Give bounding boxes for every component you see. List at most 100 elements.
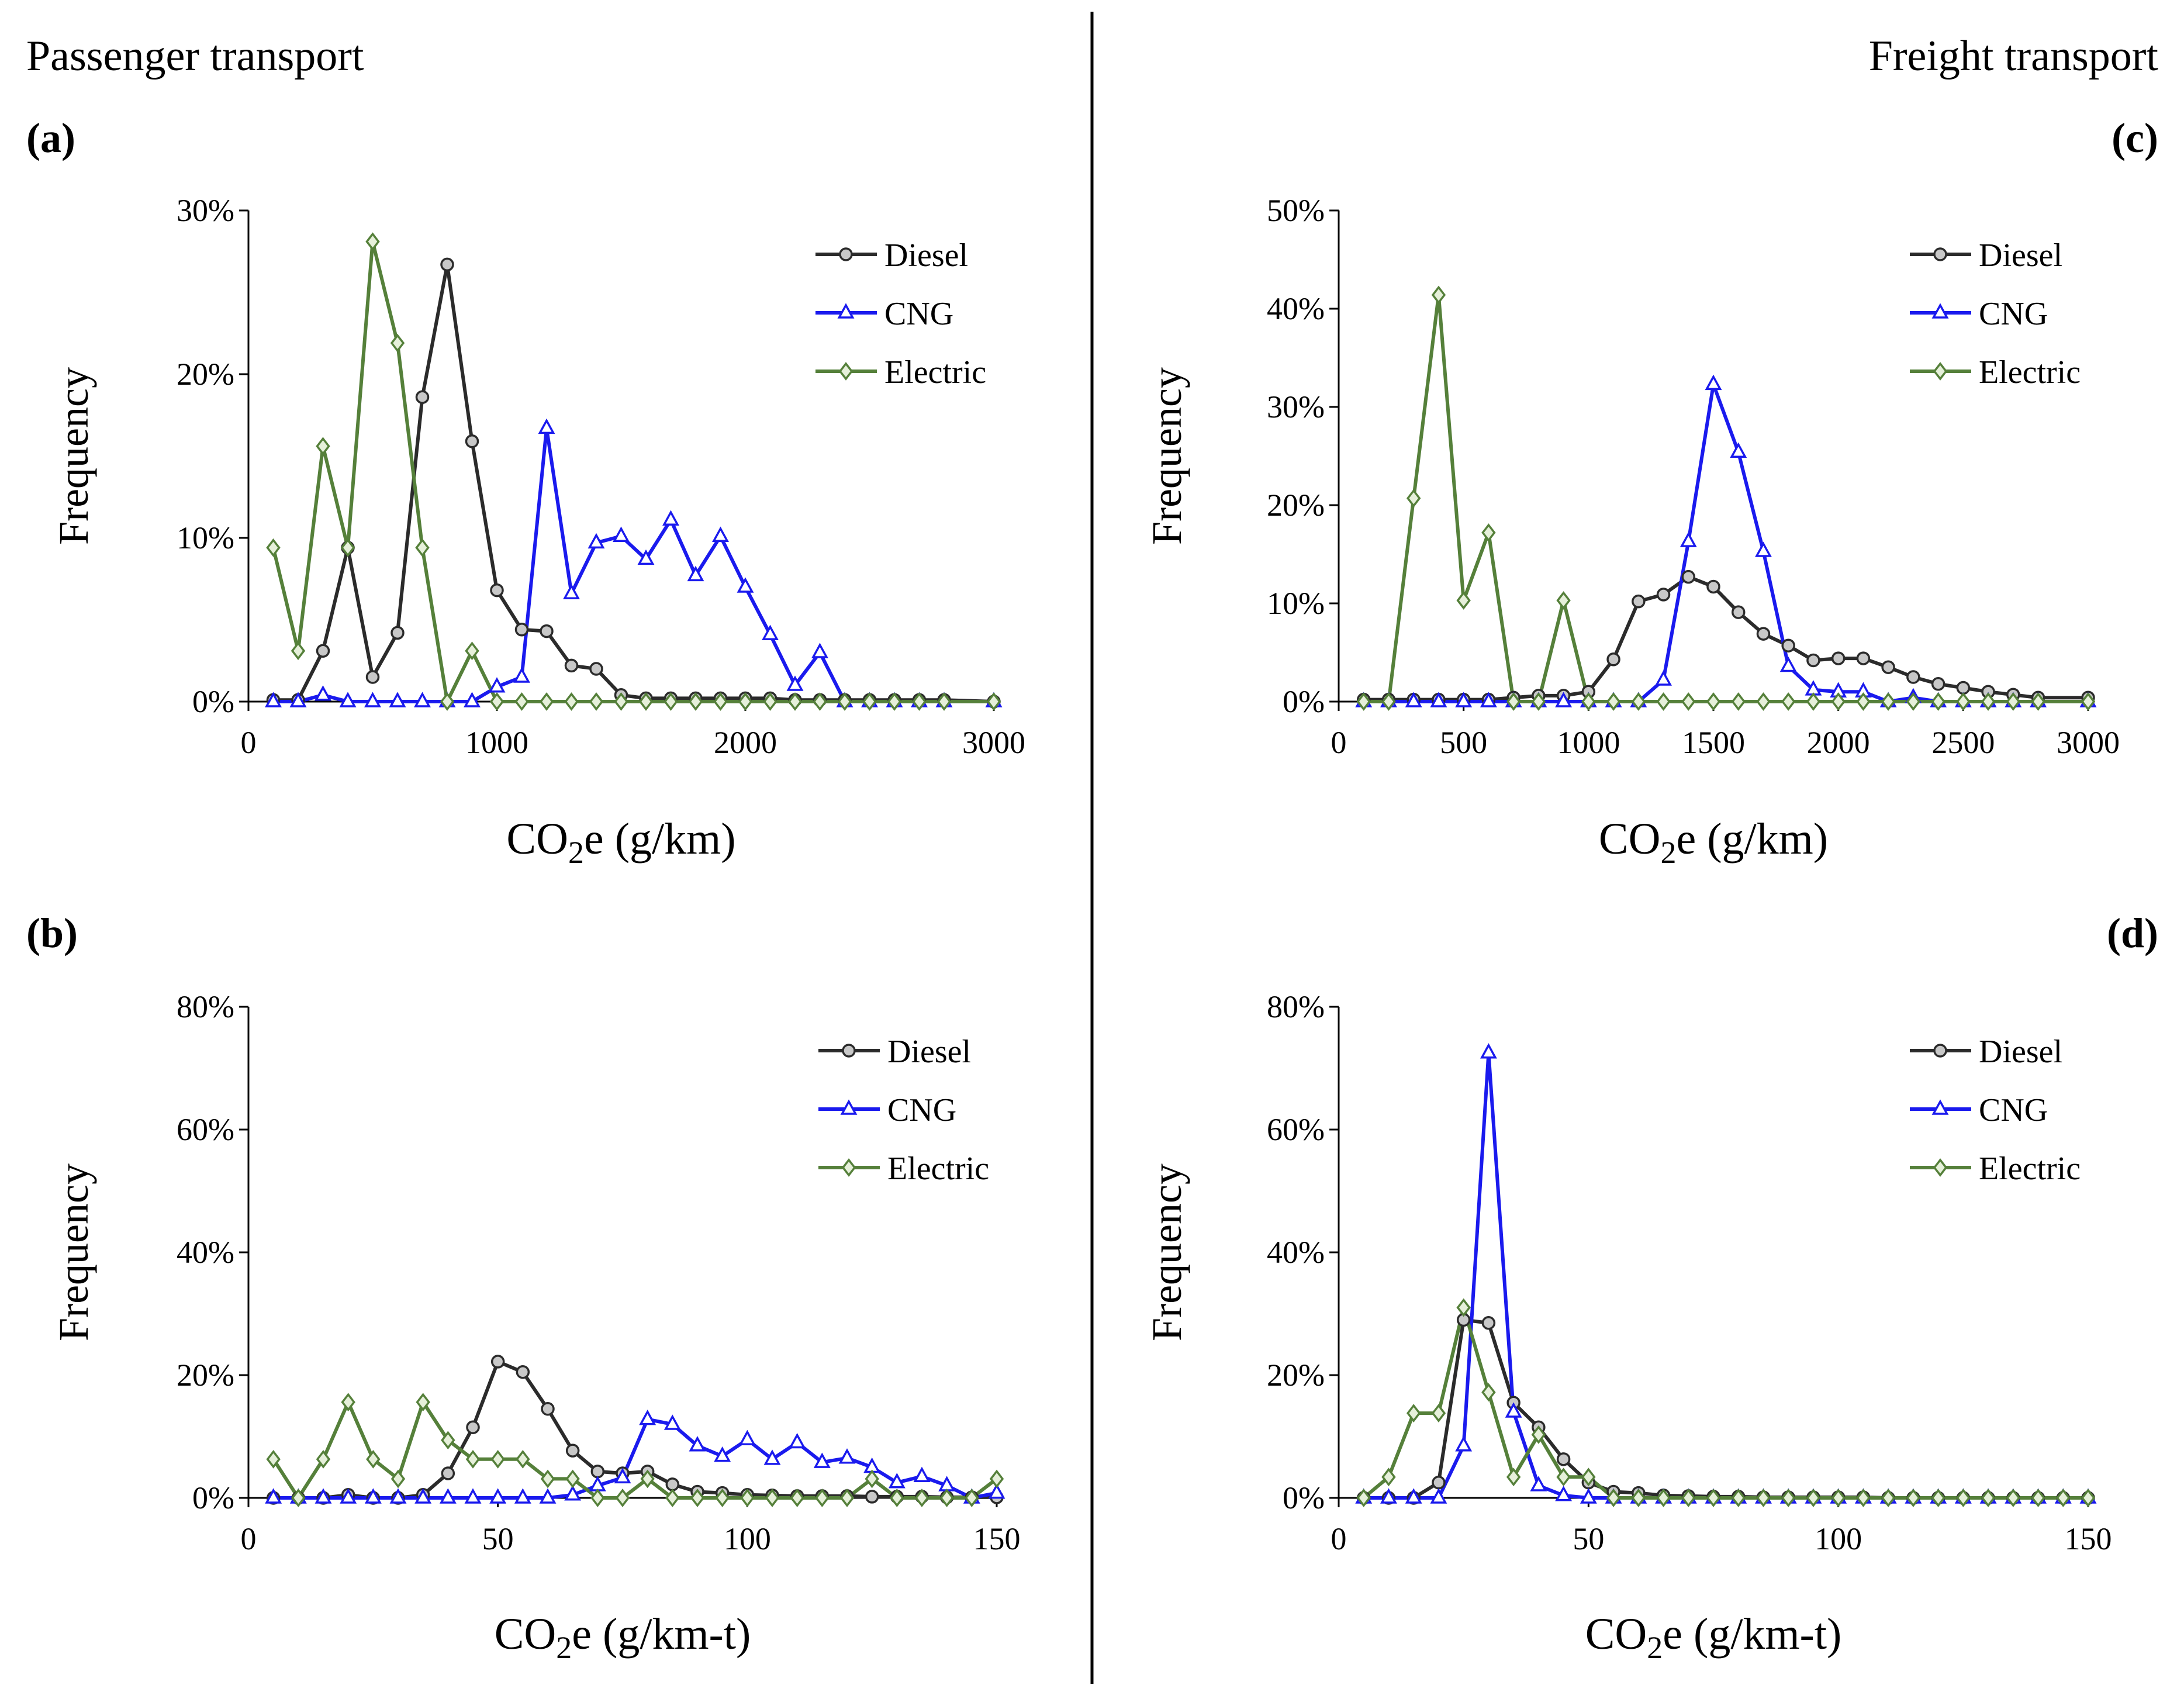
data-point-cng — [588, 533, 605, 549]
data-point-electric — [1556, 591, 1571, 610]
x-tick-label: 3000 — [962, 725, 1025, 760]
data-point-electric — [1681, 692, 1696, 711]
data-point-cng — [763, 1449, 781, 1465]
data-point-diesel — [565, 1444, 580, 1458]
data-point-electric — [1456, 1298, 1471, 1317]
series-line-electric — [1362, 1306, 2088, 1500]
data-point-electric — [316, 437, 330, 456]
data-point-cng — [513, 667, 530, 683]
data-point-cng — [563, 583, 580, 599]
data-point-electric — [565, 1469, 580, 1489]
data-point-diesel — [490, 583, 504, 598]
y-tick-label: 20% — [177, 1358, 234, 1393]
y-tick-label: 0% — [1283, 684, 1325, 719]
data-point-electric — [415, 538, 430, 557]
x-tick-label: 3000 — [2057, 725, 2120, 760]
data-point-electric — [989, 1469, 1004, 1489]
data-point-cng — [488, 677, 506, 693]
data-point-cng — [786, 675, 804, 691]
data-point-cng — [464, 1488, 482, 1504]
data-point-electric — [2006, 1489, 2021, 1507]
data-point-cng — [1455, 692, 1473, 707]
data-point-electric — [540, 1469, 555, 1489]
y-tick-label: 10% — [177, 520, 234, 555]
chart-panel-a: (a) 0% 10% 20% 30% 0 1000 2000 3000 Frequency CO2e… — [26, 115, 1025, 870]
panel-label: (c) — [2112, 115, 2158, 161]
data-point-electric — [516, 1449, 530, 1469]
y-tick-label: 20% — [1267, 1358, 1325, 1393]
y-axis-title: Frequency — [50, 367, 97, 545]
data-point-cng — [1705, 374, 1722, 391]
data-point-electric — [589, 692, 604, 711]
data-point-cng — [414, 692, 431, 707]
legend-marker-electric — [1933, 1158, 1948, 1177]
data-point-cng — [439, 1488, 457, 1504]
data-point-electric — [937, 692, 952, 711]
data-point-electric — [1831, 1489, 1846, 1507]
data-point-electric — [2031, 692, 2045, 711]
legend-label-diesel: Diesel — [884, 237, 968, 274]
data-point-diesel — [1756, 627, 1771, 641]
legend-marker-diesel — [1933, 247, 1947, 261]
data-point-electric — [765, 1489, 780, 1507]
x-tick-label: 100 — [1815, 1521, 1862, 1556]
y-axis-title: Frequency — [1143, 1163, 1190, 1341]
data-point-cng — [1405, 1488, 1422, 1504]
data-point-electric — [815, 1489, 830, 1507]
data-point-electric — [1831, 692, 1846, 711]
data-point-cng — [1779, 656, 1797, 672]
legend-marker-cng — [1931, 303, 1949, 319]
data-point-diesel — [1781, 638, 1795, 652]
data-point-cng — [339, 692, 357, 707]
panel-label: (d) — [2107, 910, 2158, 957]
data-point-diesel — [1806, 653, 1820, 668]
data-point-cng — [813, 1452, 831, 1468]
data-point-electric — [738, 692, 753, 711]
chart-panel-b: (b) 0% 20% 40% 60% 80% 0 50 100 150 Frequency CO2e … — [26, 910, 1021, 1665]
data-point-electric — [1806, 692, 1821, 711]
data-point-cng — [988, 1483, 1005, 1499]
data-point-cng — [687, 565, 704, 582]
data-point-electric — [1731, 1489, 1746, 1507]
data-point-cng — [838, 1448, 856, 1464]
chart-panel-d: (d) 0% 20% 40% 60% 80% 0 50 100 150 Frequency CO2e … — [1143, 910, 2158, 1665]
data-point-cng — [1555, 692, 1573, 707]
data-point-diesel — [415, 390, 430, 404]
data-point-electric — [514, 692, 529, 711]
data-point-diesel — [1831, 651, 1846, 665]
data-point-electric — [1656, 1489, 1671, 1507]
legend-marker-electric — [1933, 362, 1948, 381]
data-point-cng — [315, 685, 331, 701]
data-point-electric — [291, 641, 306, 661]
data-point-electric — [1906, 1489, 1921, 1507]
data-point-diesel — [1606, 652, 1620, 667]
data-point-diesel — [1432, 1476, 1446, 1490]
legend-marker-cng — [840, 1099, 858, 1115]
data-point-diesel — [441, 1466, 455, 1480]
data-point-electric — [1381, 1467, 1396, 1487]
data-point-electric — [1806, 1489, 1821, 1507]
x-tick-label: 500 — [1440, 725, 1487, 760]
data-point-diesel — [391, 626, 405, 640]
y-tick-label: 40% — [1267, 1235, 1325, 1270]
data-point-cng — [664, 1414, 681, 1430]
data-point-electric — [665, 1489, 680, 1507]
data-point-cng — [639, 1409, 656, 1425]
data-point-electric — [887, 692, 902, 711]
data-point-electric — [489, 692, 504, 711]
data-point-electric — [1381, 692, 1396, 711]
data-point-electric — [1956, 692, 1971, 711]
legend-label-cng: CNG — [1979, 1092, 2048, 1128]
x-tick-label: 50 — [1573, 1521, 1604, 1556]
y-tick-label: 40% — [177, 1235, 234, 1270]
data-point-electric — [590, 1489, 605, 1507]
data-point-cng — [1430, 1488, 1447, 1504]
data-point-cng — [1430, 692, 1447, 707]
y-tick-label: 30% — [1267, 389, 1325, 424]
data-point-diesel — [1706, 579, 1720, 594]
data-point-electric — [862, 692, 877, 711]
data-point-cng — [737, 577, 754, 593]
legend-marker-diesel — [1933, 1044, 1947, 1058]
data-point-electric — [1756, 1489, 1771, 1507]
data-point-cng — [389, 1488, 407, 1504]
